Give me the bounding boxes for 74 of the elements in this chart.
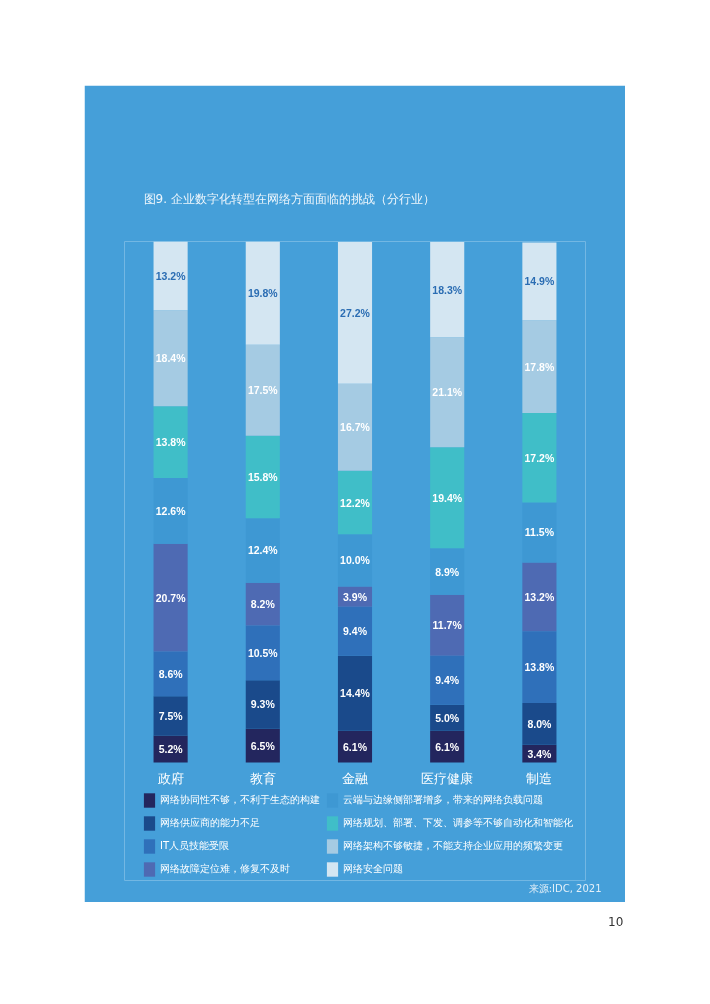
bar — [337, 242, 373, 384]
data-label: 6.1% — [435, 740, 460, 753]
data-label: 9.4% — [435, 674, 460, 687]
bar — [430, 337, 465, 448]
data-label: 16.7% — [340, 421, 371, 434]
bar — [522, 320, 557, 413]
data-label: 3.9% — [343, 590, 368, 603]
data-label: 5.2% — [158, 742, 184, 755]
data-label: 18.3% — [432, 283, 463, 296]
data-label: 12.6% — [155, 504, 187, 517]
data-label: 8.9% — [435, 565, 460, 578]
data-label: 19.4% — [432, 491, 463, 504]
data-label: 19.8% — [247, 287, 279, 300]
data-label: 11.5% — [524, 526, 555, 539]
data-label: 7.5% — [158, 709, 184, 722]
bar — [337, 655, 373, 731]
data-label: 27.2% — [340, 306, 371, 319]
data-label: 13.8% — [524, 661, 555, 674]
data-label: 17.5% — [247, 384, 279, 397]
x-tick-label: 医疗健康 — [421, 770, 474, 786]
bar — [245, 344, 280, 436]
legend-label: 网络架构不够敏捷，不能支持企业应用的频繁变更 — [343, 839, 563, 853]
legend-label: 网络供应商的能力不足 — [160, 816, 260, 830]
x-tick-label: 制造 — [526, 770, 553, 786]
data-label: 12.4% — [247, 544, 279, 557]
bar — [522, 703, 557, 745]
bar — [522, 242, 557, 321]
data-label: 17.8% — [524, 360, 555, 373]
data-label: 3.4% — [527, 747, 553, 760]
legend-label: 网络协同性不够，不利于生态的构建 — [160, 793, 320, 807]
data-label: 6.1% — [343, 740, 368, 753]
data-label: 10.5% — [247, 646, 279, 659]
data-label: 9.3% — [250, 698, 276, 711]
data-label: 13.2% — [524, 590, 555, 603]
source-note: 来源:IDC, 2021 — [528, 882, 602, 894]
chart-title: 图9. 企业数字化转型在网络方面面临的挑战（分行业） — [143, 191, 435, 206]
bar — [430, 655, 465, 705]
data-label: 14.4% — [340, 687, 371, 700]
data-label: 20.7% — [155, 591, 187, 604]
data-label: 14.9% — [524, 275, 555, 288]
data-label: 13.8% — [155, 436, 187, 449]
data-label: 18.4% — [155, 352, 187, 365]
data-label: 21.1% — [432, 386, 463, 399]
data-label: 8.0% — [527, 717, 553, 730]
bar — [245, 241, 280, 345]
bar — [337, 606, 373, 656]
legend-label: 网络安全问题 — [343, 862, 403, 876]
data-label: 5.0% — [435, 711, 460, 724]
data-label: 8.2% — [250, 598, 276, 611]
data-label: 9.4% — [343, 625, 368, 638]
bar — [153, 310, 188, 407]
data-label: 10.0% — [340, 554, 371, 567]
bar — [430, 242, 465, 338]
data-label: 11.7% — [432, 619, 463, 632]
x-tick-label: 政府 — [157, 770, 184, 786]
bar — [153, 696, 188, 736]
legend-label: IT人员技能受限 — [160, 839, 230, 853]
bar — [153, 241, 188, 311]
data-label: 8.6% — [158, 667, 184, 680]
legend-label: 网络故障定位难，修复不及时 — [160, 862, 290, 876]
data-label: 13.2% — [155, 269, 187, 282]
legend-label: 网络规划、部署、下发、调参等不够自动化和智能化 — [343, 816, 573, 830]
data-label: 6.5% — [250, 739, 276, 752]
bar — [337, 383, 373, 471]
x-tick-label: 金融 — [342, 770, 368, 786]
data-label: 15.8% — [247, 470, 279, 483]
bar — [245, 625, 280, 681]
x-tick-label: 教育 — [249, 770, 276, 786]
text: 10 — [608, 914, 624, 931]
bar — [245, 680, 280, 729]
data-label: 17.2% — [524, 451, 555, 464]
data-label: 12.2% — [340, 496, 371, 509]
bar — [522, 631, 557, 704]
legend-label: 云端与边缘侧部署增多，带来的网络负载问题 — [343, 793, 543, 807]
